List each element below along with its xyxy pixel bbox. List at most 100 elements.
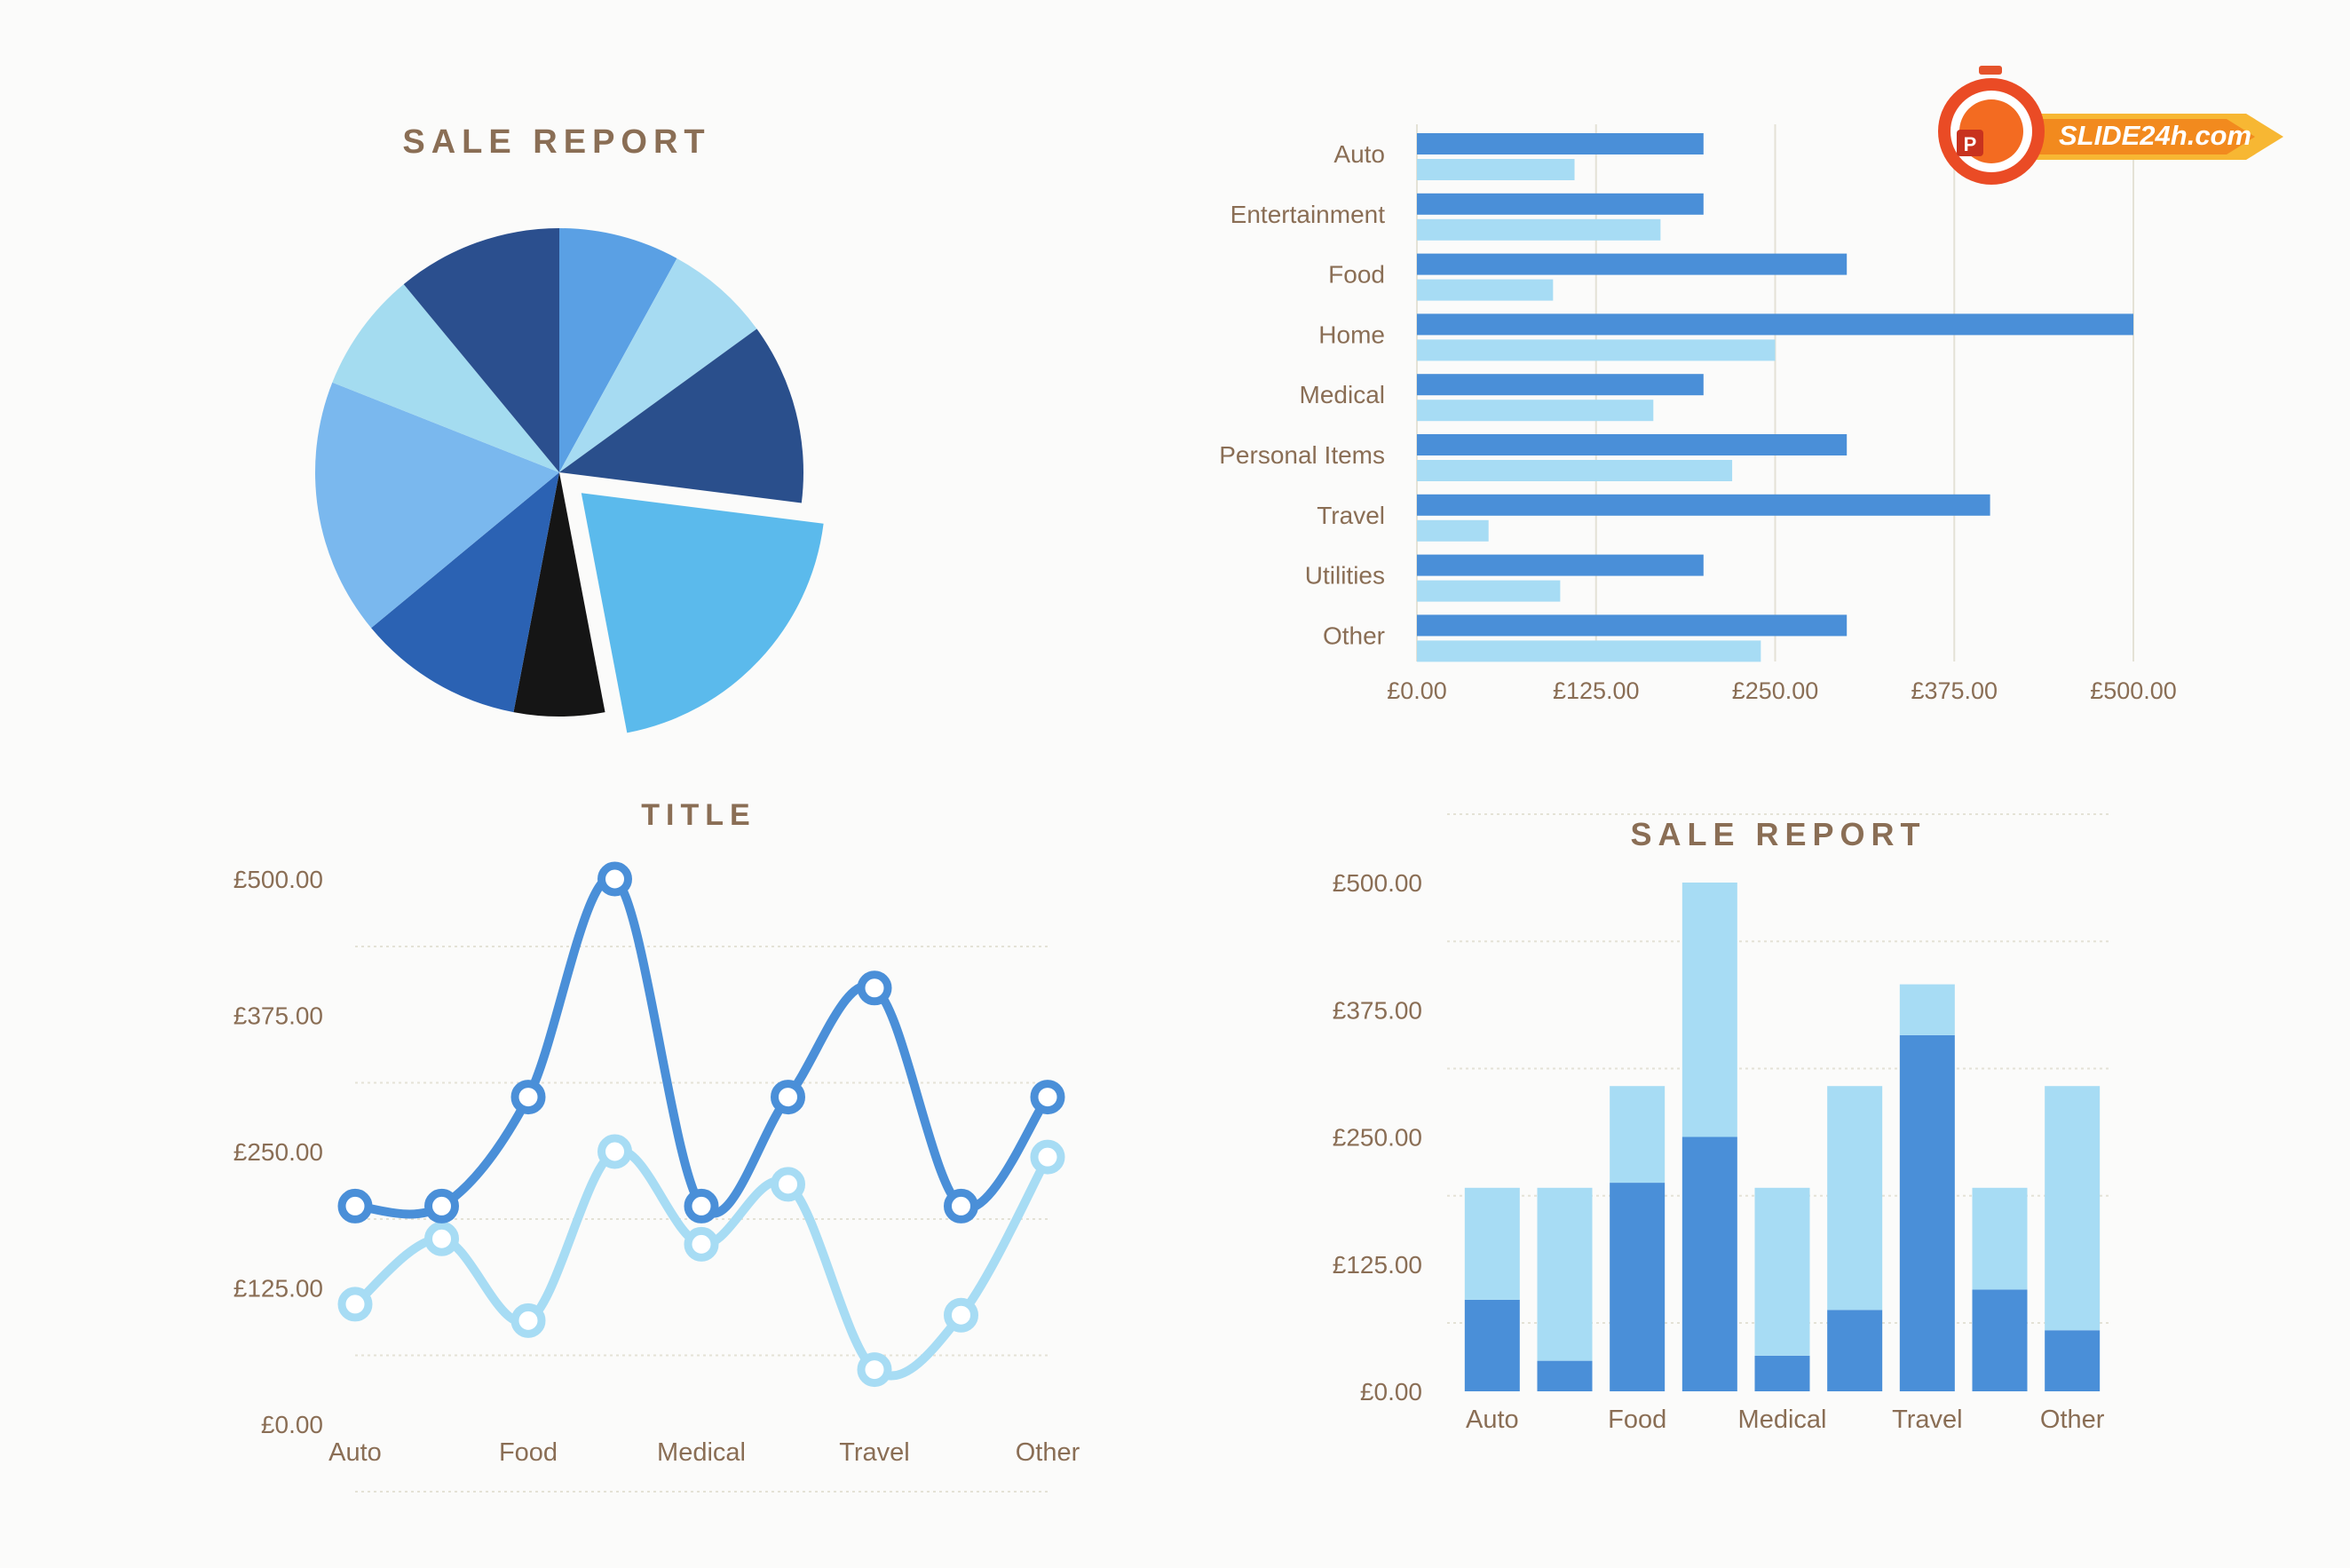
hbar-bar-series1	[1417, 434, 1848, 455]
pie-slice-6	[371, 472, 559, 713]
hbar-bar-series2	[1417, 460, 1733, 481]
hbar-bar-series1	[1417, 554, 1704, 576]
column-y-tick-label: £125.00	[1333, 1251, 1422, 1279]
logo-arrow-inner	[1989, 119, 2255, 154]
hbar-bar-series2	[1417, 339, 1776, 361]
line-point-series1	[597, 861, 632, 897]
pie-slice-5	[513, 472, 605, 717]
line-point-series1	[510, 1080, 546, 1115]
column-segment-series2	[1537, 1187, 1593, 1361]
line-x-tick-label: Food	[499, 1438, 558, 1467]
column-segment-series2	[1972, 1187, 2028, 1290]
column-chart-title: SALE REPORT	[1630, 816, 1926, 852]
pie-slice-2	[559, 258, 757, 472]
pie-slice-9	[403, 228, 559, 472]
column-x-tick-label: Medical	[1738, 1406, 1827, 1434]
pie-slice-7	[315, 382, 559, 629]
column-segment-series1	[1537, 1360, 1593, 1391]
hbar-x-tick-label: £0.00	[1387, 677, 1447, 704]
line-x-tick-label: Auto	[328, 1438, 382, 1467]
hbar-bar-series2	[1417, 159, 1575, 180]
line-point-series1	[771, 1080, 805, 1115]
line-y-tick-label: £0.00	[261, 1411, 323, 1438]
line-chart: £0.00 £125.00 £250.00 £375.00 £500.00 Auto Foo…	[233, 861, 1080, 1493]
column-y-tick-label: £0.00	[1360, 1378, 1422, 1406]
line-x-tick-label: Medical	[657, 1438, 746, 1467]
hbar-bar-series1	[1417, 253, 1848, 275]
column-segment-series2	[2045, 1086, 2101, 1331]
column-x-tick-label: Auto	[1466, 1406, 1519, 1434]
hbar-bar-series2	[1417, 519, 1489, 542]
line-y-tick-label: £375.00	[233, 1002, 323, 1030]
hbar-bar-series2	[1417, 218, 1661, 241]
hbar-x-tick-label: £500.00	[2090, 677, 2177, 704]
column-segment-series1	[1899, 1034, 1955, 1391]
hbar-bar-series1	[1417, 494, 1990, 516]
line-point-series1	[1030, 1080, 1065, 1115]
hbar-category-label: Other	[1323, 622, 1385, 649]
logo-badge-box	[1957, 130, 1983, 156]
column-segment-series2	[1827, 1086, 1883, 1311]
line-point-series1	[337, 1188, 373, 1224]
hbar-category-label: Home	[1318, 321, 1385, 348]
line-point-series2	[684, 1226, 719, 1262]
column-segment-series1	[1827, 1310, 1883, 1391]
column-segment-series2	[1754, 1187, 1810, 1356]
line-point-series2	[771, 1167, 805, 1202]
column-x-tick-label: Food	[1608, 1406, 1666, 1434]
column-x-tick-label: Other	[2040, 1406, 2105, 1434]
pie-chart-title: SALE REPORT	[402, 123, 710, 161]
hbar-bar-series1	[1417, 374, 1704, 396]
hbar-bar-series2	[1417, 580, 1561, 602]
column-segment-series2	[1464, 1187, 1520, 1300]
hbar-category-label: Personal Items	[1219, 441, 1385, 469]
line-point-series2	[597, 1134, 632, 1169]
line-chart-title: TITLE	[641, 798, 756, 832]
horizontal-bar-chart: £0.00 £125.00 £250.00 £375.00 £500.00 Auto Ent…	[1219, 124, 2177, 704]
line-point-series1	[684, 1188, 719, 1224]
line-point-series2	[337, 1287, 373, 1322]
line-y-tick-label: £250.00	[233, 1138, 323, 1166]
logo-badge-letter: P	[1964, 133, 1977, 155]
column-segment-series1	[1754, 1355, 1810, 1391]
hbar-bar-series2	[1417, 400, 1654, 422]
hbar-category-label: Entertainment	[1230, 201, 1386, 228]
column-segment-series1	[1972, 1289, 2028, 1391]
line-series-1	[351, 873, 1052, 1219]
column-y-tick-label: £500.00	[1333, 869, 1422, 897]
logo-text: SLIDE24h.com	[2059, 120, 2251, 151]
pie-chart	[315, 228, 824, 733]
column-segment-series1	[1610, 1183, 1666, 1391]
hbar-bar-series1	[1417, 614, 1848, 637]
hbar-x-tick-label: £250.00	[1732, 677, 1819, 704]
hbar-x-tick-label: £375.00	[1911, 677, 1998, 704]
hbar-category-label: Utilities	[1305, 562, 1385, 590]
line-point-series2	[424, 1221, 459, 1256]
pie-slice-8	[332, 284, 559, 472]
line-point-series1	[424, 1188, 459, 1224]
line-point-series1	[944, 1188, 978, 1224]
hbar-bar-series2	[1417, 279, 1554, 301]
slide24h-logo[interactable]: P SLIDE24h.com	[1938, 66, 2283, 185]
hbar-bar-series1	[1417, 193, 1704, 215]
hbar-category-label: Travel	[1317, 502, 1385, 529]
pie-slice-4	[581, 493, 824, 733]
line-point-series1	[857, 970, 892, 1006]
line-y-tick-label: £125.00	[233, 1275, 323, 1303]
hbar-bar-series1	[1417, 313, 2133, 336]
line-x-tick-label: Travel	[839, 1438, 910, 1467]
hbar-bar-series2	[1417, 640, 1761, 662]
column-segment-series1	[1464, 1299, 1520, 1391]
line-point-series2	[1030, 1139, 1065, 1175]
hbar-category-label: Medical	[1300, 381, 1385, 408]
pie-slice-1	[559, 228, 677, 472]
column-y-tick-label: £375.00	[1333, 996, 1422, 1024]
hbar-x-tick-label: £125.00	[1553, 677, 1640, 704]
column-segment-series2	[1610, 1086, 1666, 1184]
line-point-series2	[510, 1303, 546, 1338]
line-point-series2	[857, 1352, 892, 1388]
column-y-tick-label: £250.00	[1333, 1124, 1422, 1152]
line-y-tick-label: £500.00	[233, 866, 323, 893]
column-x-tick-label: Travel	[1892, 1406, 1963, 1434]
hbar-category-label: Auto	[1333, 140, 1385, 168]
